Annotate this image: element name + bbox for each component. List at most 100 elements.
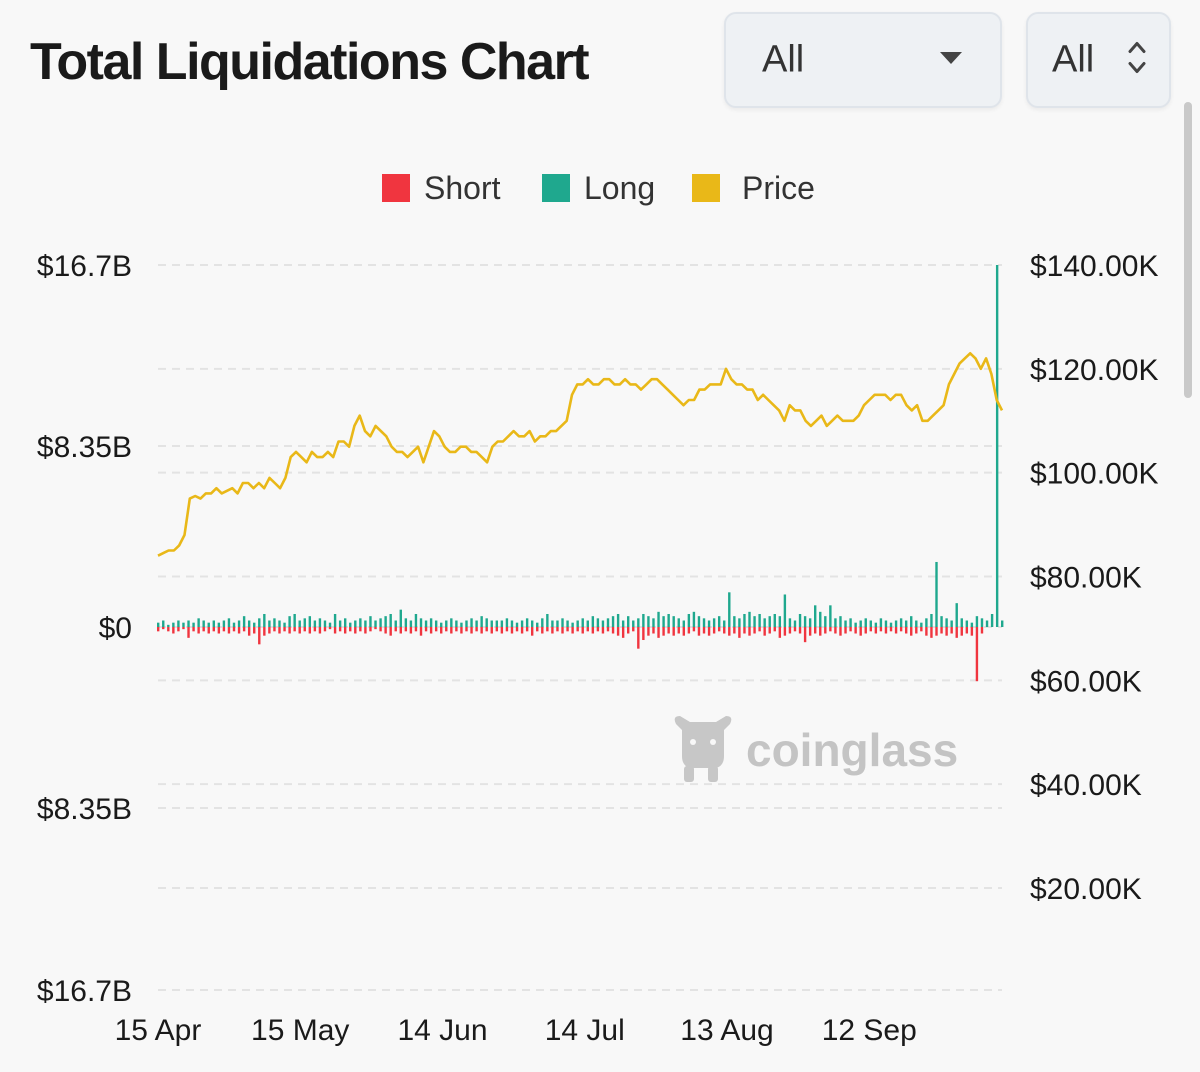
short-bar — [404, 627, 408, 632]
short-bar — [854, 627, 857, 634]
short-bar — [904, 627, 908, 634]
long-bar — [343, 618, 347, 627]
short-bar — [884, 627, 888, 634]
short-bar — [475, 627, 478, 632]
long-bar — [768, 616, 771, 627]
long-bar — [748, 611, 751, 627]
short-bar — [955, 627, 958, 638]
long-bar — [632, 620, 635, 627]
short-bar — [712, 627, 716, 634]
short-bar — [308, 627, 312, 634]
short-bar — [298, 627, 301, 634]
short-bar — [480, 627, 483, 634]
long-bar — [803, 616, 807, 627]
short-bar — [470, 627, 473, 634]
long-bar — [859, 620, 862, 627]
long-bar — [384, 616, 387, 627]
short-bar — [460, 627, 463, 634]
long-bar — [692, 611, 696, 627]
short-bar — [536, 627, 539, 632]
right-axis-tick-label: $40.00K — [1030, 769, 1142, 802]
short-bar — [273, 627, 276, 632]
short-bar — [945, 627, 948, 636]
short-bar — [586, 627, 589, 632]
long-bar — [268, 620, 271, 627]
short-bar — [369, 627, 372, 632]
page-scrollbar[interactable] — [1184, 102, 1192, 398]
right-axis-tick-label: $80.00K — [1030, 562, 1142, 595]
long-bar — [434, 620, 438, 627]
coin-select[interactable]: All — [1026, 12, 1171, 108]
long-bar — [551, 620, 554, 627]
long-bar — [925, 618, 928, 627]
long-bar — [197, 618, 200, 627]
long-bar — [212, 620, 215, 627]
long-bar — [854, 622, 857, 627]
long-bar — [404, 618, 408, 627]
long-bar — [561, 618, 564, 627]
long-bar — [313, 620, 317, 627]
long-bar — [970, 622, 974, 627]
long-bar — [920, 622, 923, 627]
short-bar — [915, 627, 918, 634]
long-bar — [728, 592, 731, 627]
short-bar — [632, 627, 635, 632]
short-bar — [859, 627, 862, 636]
long-bar — [359, 618, 362, 627]
short-bar — [894, 627, 898, 634]
long-bar — [187, 620, 190, 627]
coin-select-value: All — [1052, 38, 1095, 81]
long-bar — [429, 618, 433, 627]
long-bar — [627, 616, 630, 627]
short-bar — [697, 627, 701, 636]
legend-label-long: Long — [584, 170, 655, 206]
long-bar — [520, 620, 524, 627]
short-bar — [440, 627, 443, 634]
long-bar — [217, 622, 221, 627]
long-bar — [743, 613, 746, 627]
long-bar — [940, 616, 943, 627]
short-bar — [520, 627, 524, 634]
short-bar — [621, 627, 625, 638]
short-bar — [424, 627, 428, 632]
short-bar — [278, 627, 281, 634]
short-bar — [268, 627, 271, 634]
watermark-text: coinglass — [746, 724, 958, 776]
short-bar — [839, 627, 842, 636]
long-bar — [263, 613, 266, 627]
short-bar — [611, 627, 615, 634]
x-axis-tick-label: 12 Sep — [822, 1014, 917, 1047]
long-bar — [379, 618, 382, 627]
long-bar — [283, 622, 286, 627]
long-bar — [354, 620, 357, 627]
long-bar — [480, 616, 483, 627]
long-bar — [652, 618, 655, 627]
long-bar — [445, 620, 448, 627]
short-bar — [167, 627, 170, 632]
short-bar — [687, 627, 691, 634]
short-bar — [556, 627, 559, 632]
short-bar — [935, 627, 938, 636]
short-bar — [702, 627, 706, 634]
short-bar — [738, 627, 741, 638]
short-bar — [434, 627, 438, 632]
short-bar — [495, 627, 499, 632]
time-range-select[interactable]: All — [724, 12, 1002, 108]
short-bar — [323, 627, 327, 632]
long-bar — [849, 618, 852, 627]
long-bar — [990, 613, 994, 627]
long-bar — [465, 620, 468, 627]
coinglass-watermark: coinglass — [674, 716, 958, 782]
short-bar — [677, 627, 680, 634]
long-bar — [349, 622, 352, 627]
price-series — [157, 352, 1004, 557]
short-bar — [283, 627, 286, 632]
short-bar — [814, 627, 817, 634]
short-bar — [950, 627, 953, 634]
long-bar — [824, 616, 827, 627]
short-bar — [576, 627, 579, 632]
short-bar — [338, 627, 342, 632]
short-bar — [879, 627, 883, 632]
long-bar — [328, 622, 332, 627]
long-bar — [616, 613, 620, 627]
